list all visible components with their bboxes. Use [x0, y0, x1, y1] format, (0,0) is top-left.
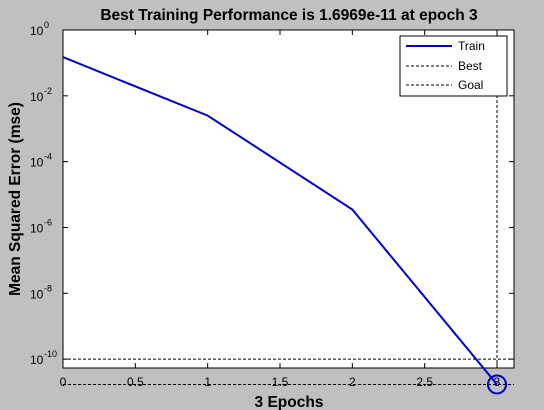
train-series-line: [62, 56, 498, 386]
legend-label-best: Best: [458, 59, 483, 73]
best-point-marker: [487, 374, 507, 395]
y-tick-base: 10: [30, 287, 44, 301]
y-tick-exponent: -8: [44, 283, 52, 293]
y-tick-base: 10: [30, 24, 44, 38]
x-tick-label: 0.5: [127, 375, 144, 389]
y-tick-exponent: -10: [44, 349, 57, 359]
x-tick-label: 2: [349, 375, 356, 389]
x-tick-label: 0: [60, 375, 67, 389]
y-tick-exponent: 0: [44, 20, 49, 30]
y-tick-label: 10 -10: [30, 349, 57, 367]
y-tick-exponent: -4: [44, 152, 52, 162]
y-tick-base: 10: [30, 90, 44, 104]
legend: Train Best Goal: [399, 35, 508, 97]
y-tick-label: 10 -8: [30, 283, 52, 301]
y-tick-label: 10 0: [30, 20, 49, 38]
y-axis-label: Mean Squared Error (mse): [7, 102, 24, 296]
y-tick-exponent: -6: [44, 217, 52, 227]
x-tick-label: 1.5: [272, 375, 289, 389]
x-tick-label: 3: [494, 375, 501, 389]
chart-title: Best Training Performance is 1.6969e-11 …: [100, 7, 478, 24]
y-tick-label: 10 -4: [30, 152, 52, 170]
legend-label-goal: Goal: [458, 78, 483, 92]
x-axis-label: 3 Epochs: [255, 394, 324, 410]
y-tick-base: 10: [30, 353, 44, 367]
x-tick-label: 2.5: [416, 375, 433, 389]
y-tick-exponent: -2: [44, 86, 52, 96]
y-tick-base: 10: [30, 221, 44, 235]
legend-label-train: Train: [458, 39, 485, 53]
x-tick-label: 1: [204, 375, 211, 389]
y-tick-label: 10 -2: [30, 86, 52, 104]
y-tick-label: 10 -6: [30, 217, 52, 235]
y-tick-base: 10: [30, 156, 44, 170]
